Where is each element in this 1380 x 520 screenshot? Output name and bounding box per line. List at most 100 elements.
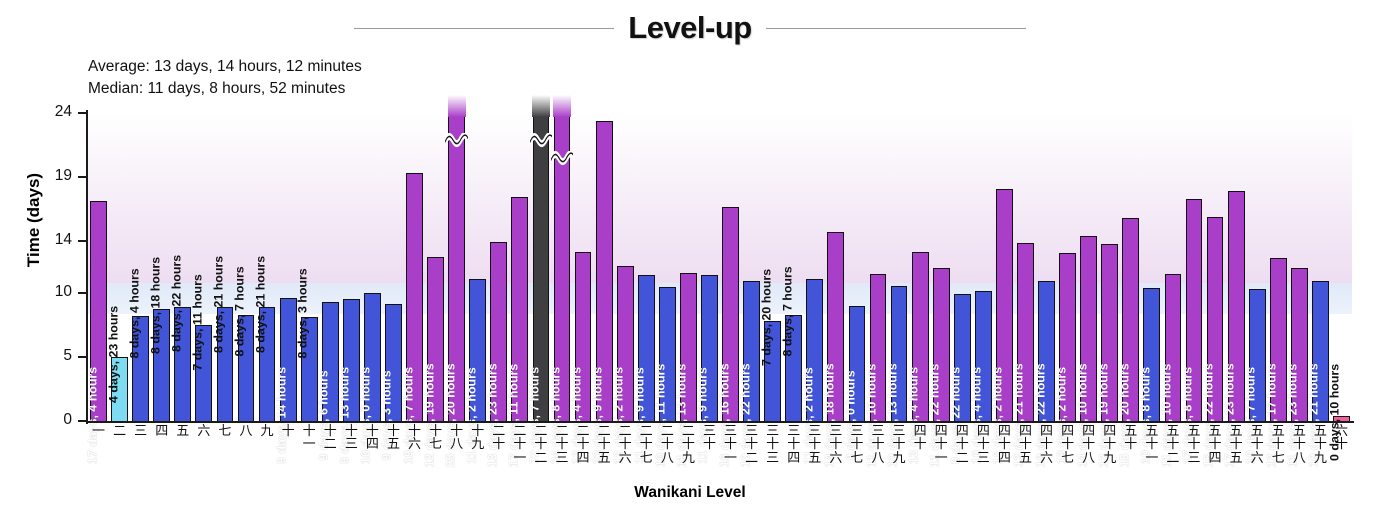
y-tick-label: 19 (54, 167, 72, 185)
bar-level-7[interactable]: 8 days, 21 hours (212, 255, 234, 421)
x-tick-label-25: 二十五 (597, 424, 611, 466)
bar-level-50[interactable]: 15 days, 20 hours (1117, 217, 1140, 467)
x-tick-label-5: 五 (176, 424, 190, 439)
bar-level-54[interactable]: 15 days, 22 hours (1202, 216, 1224, 467)
bar-level-39[interactable]: 10 days, 13 hours (886, 285, 908, 467)
bar-level-10[interactable]: 9 days, 14 hours (275, 298, 297, 464)
bar-level-27[interactable]: 11 days, 9 hours (633, 274, 655, 463)
x-tick-label-3: 三 (134, 424, 148, 439)
bar-level-19[interactable]: 11 days, 2 hours (464, 278, 487, 463)
bar-level-9[interactable]: 8 days, 21 hours (254, 255, 276, 421)
x-tick-label-53: 五十三 (1187, 424, 1201, 466)
x-tick-label-52: 五十二 (1166, 424, 1180, 466)
bar-level-28[interactable]: 10 days, 11 hours (654, 286, 676, 467)
bar-level-41[interactable]: 11 days, 22 hours (928, 268, 950, 467)
bar-fade-top (447, 95, 466, 117)
bar-level-40[interactable]: 13 days, 4 hours (907, 252, 929, 464)
x-tick-label-31: 三十一 (724, 424, 738, 466)
bar-level-36[interactable]: 14 days, 18 hours (822, 231, 845, 467)
x-tick-label-32: 三十二 (745, 424, 759, 466)
bar-level-1[interactable]: 17 days, 4 hours (85, 200, 107, 464)
bar-level-52[interactable]: 11 days, 10 hours (1160, 274, 1182, 467)
bar-level-31[interactable]: 16 days, 16 hours (717, 207, 739, 467)
background-band-blue (88, 283, 1352, 314)
bar-level-42[interactable]: 9 days, 22 hours (949, 293, 971, 464)
bar-level-32[interactable]: 10 days, 22 hours (738, 280, 761, 467)
bar-fade-top (552, 95, 571, 117)
x-tick-label-47: 四十七 (1061, 424, 1075, 466)
y-tick-label: 0 (63, 411, 72, 428)
bar-level-23[interactable]: 34 days, 8 hours (548, 95, 576, 464)
bar-level-2[interactable]: 4 days, 23 hours (106, 306, 129, 421)
axis-break-symbol (527, 131, 555, 149)
bar-level-22[interactable]: 72 days, 7 hours (527, 95, 555, 464)
bar-level-45[interactable]: 13 days, 21 hours (1012, 242, 1034, 467)
bar-level-58[interactable]: 11 days, 23 hours (1286, 267, 1308, 467)
bar-level-55[interactable]: 17 days, 23 hours (1223, 190, 1245, 467)
bar-level-51[interactable]: 10 days, 8 hours (1138, 288, 1161, 464)
bar-level-26[interactable]: 12 days, 2 hours (612, 265, 634, 464)
bar-level-16[interactable]: 19 days, 7 hours (401, 173, 423, 464)
x-tick-label-59: 五十九 (1313, 424, 1327, 466)
bar-level-33[interactable]: 7 days, 20 hours (759, 269, 782, 421)
x-tick-label-19: 十九 (471, 424, 485, 453)
y-tick-label: 24 (54, 103, 72, 120)
bar-level-37[interactable]: 9 days, 0 hours (844, 305, 866, 460)
bar-level-6[interactable]: 7 days, 11 hours (190, 274, 213, 421)
bar-value-label: 8 days, 22 hours (169, 254, 184, 353)
bar-level-24[interactable]: 13 days, 4 hours (570, 252, 592, 464)
bar-level-46[interactable]: 10 days, 22 hours (1033, 280, 1055, 467)
plot-area: 17 days, 4 hours 4 days, 23 hours 8 days, … (85, 95, 1352, 467)
bar-level-53[interactable]: 17 days, 8 hours (1181, 198, 1203, 464)
bar-level-43[interactable]: 10 days, 4 hours (970, 290, 992, 464)
bar-level-15[interactable]: 9 days, 3 hours (380, 303, 402, 460)
average-stat: Average: 13 days, 14 hours, 12 minutes (88, 58, 362, 75)
bar-level-38[interactable]: 11 days, 10 hours (865, 274, 887, 467)
axis-break-symbol (548, 149, 576, 167)
x-tick-label-26: 二十六 (618, 424, 632, 466)
y-tick-mark (78, 112, 86, 114)
bar-level-14[interactable]: 10 days, 0 hours (359, 292, 381, 464)
bar-level-35[interactable]: 11 days, 2 hours (801, 278, 824, 463)
bar-level-25[interactable]: 23 days, 9 hours (591, 120, 613, 464)
bar-level-30[interactable]: 11 days, 9 hours (696, 274, 718, 463)
x-tick-label-6: 六 (197, 424, 211, 439)
x-tick-label-20: 二十 (492, 424, 506, 453)
x-tick-label-13: 十三 (344, 424, 358, 453)
bar-level-60[interactable]: 0 days, 10 hours (1328, 364, 1350, 461)
bar-level-59[interactable]: 10 days, 21 hours (1307, 281, 1329, 467)
bar-level-34[interactable]: 8 days, 7 hours (780, 267, 803, 421)
bar-level-20[interactable]: 13 days, 23 hours (485, 241, 508, 467)
x-tick-label-18: 十八 (450, 424, 464, 453)
bar-level-29[interactable]: 11 days, 13 hours (675, 272, 697, 467)
bar-level-12[interactable]: 9 days, 6 hours (317, 302, 339, 460)
x-tick-label-37: 三十七 (850, 424, 864, 466)
bar-level-44[interactable]: 18 days, 2 hours (991, 188, 1013, 464)
bar-level-11[interactable]: 8 days, 3 hours (296, 269, 318, 421)
bar-level-57[interactable]: 12 days, 17 hours (1265, 257, 1287, 467)
bar-value-label: 9 days, 14 hours (274, 366, 289, 464)
bar-value-label: 7 days, 20 hours (759, 268, 774, 367)
bar-level-47[interactable]: 13 days, 2 hours (1054, 253, 1077, 464)
bar-level-3[interactable]: 8 days, 4 hours (127, 268, 150, 421)
bar-level-4[interactable]: 8 days, 18 hours (148, 257, 171, 421)
x-tick-label-39: 三十九 (892, 424, 906, 466)
bar-level-17[interactable]: 12 days, 19 hours (422, 256, 445, 467)
bar-level-8[interactable]: 8 days, 7 hours (233, 267, 255, 421)
bar-level-48[interactable]: 14 days, 10 hours (1075, 235, 1098, 467)
bar-level-5[interactable]: 8 days, 22 hours (169, 255, 192, 421)
bar-level-49[interactable]: 13 days, 19 hours (1096, 244, 1119, 467)
title-rule-right (765, 27, 1026, 29)
x-tick-label-8: 八 (239, 424, 253, 439)
title-rule-left (354, 27, 615, 29)
x-tick-label-35: 三十五 (808, 424, 822, 466)
page-title: Level-up (628, 10, 752, 45)
bar-value-label: 4 days, 23 hours (106, 305, 121, 403)
x-tick-label-55: 五十五 (1229, 424, 1243, 466)
bar-level-13[interactable]: 9 days, 13 hours (338, 298, 360, 464)
bar-level-56[interactable]: 10 days, 7 hours (1244, 288, 1266, 464)
bar-level-18[interactable]: 25 days, 20 hours (443, 95, 471, 467)
x-axis-line (86, 421, 1354, 423)
bar-level-21[interactable]: 17 days, 11 hours (506, 196, 529, 467)
